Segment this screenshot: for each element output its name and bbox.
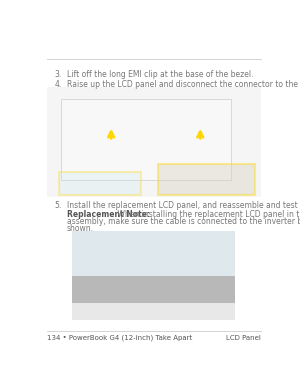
Text: assembly, make sure the cable is connected to the inverter board and routed as: assembly, make sure the cable is connect… bbox=[67, 217, 300, 226]
Bar bbox=[72, 231, 235, 320]
Text: LCD Panel: LCD Panel bbox=[226, 334, 261, 341]
Text: 5.: 5. bbox=[55, 201, 62, 210]
Text: Replacement Note:: Replacement Note: bbox=[67, 210, 150, 219]
Text: Lift off the long EMI clip at the base of the bezel.: Lift off the long EMI clip at the base o… bbox=[67, 71, 254, 80]
Text: 4.: 4. bbox=[55, 80, 62, 90]
Bar bbox=[72, 276, 235, 303]
Text: shown.: shown. bbox=[67, 223, 94, 233]
Bar bbox=[59, 172, 141, 195]
Bar bbox=[61, 99, 231, 180]
Text: Install the replacement LCD panel, and reassemble and test the computer.: Install the replacement LCD panel, and r… bbox=[67, 201, 300, 210]
Bar bbox=[158, 165, 254, 195]
Text: When installing the replacement LCD panel in the display bezel: When installing the replacement LCD pane… bbox=[115, 210, 300, 219]
Bar bbox=[47, 87, 261, 197]
Text: 3.: 3. bbox=[55, 71, 62, 80]
Bar bbox=[72, 231, 235, 276]
Text: Raise up the LCD panel and disconnect the connector to the inverter board.: Raise up the LCD panel and disconnect th… bbox=[67, 80, 300, 90]
Text: 134 • PowerBook G4 (12-inch) Take Apart: 134 • PowerBook G4 (12-inch) Take Apart bbox=[47, 334, 192, 341]
